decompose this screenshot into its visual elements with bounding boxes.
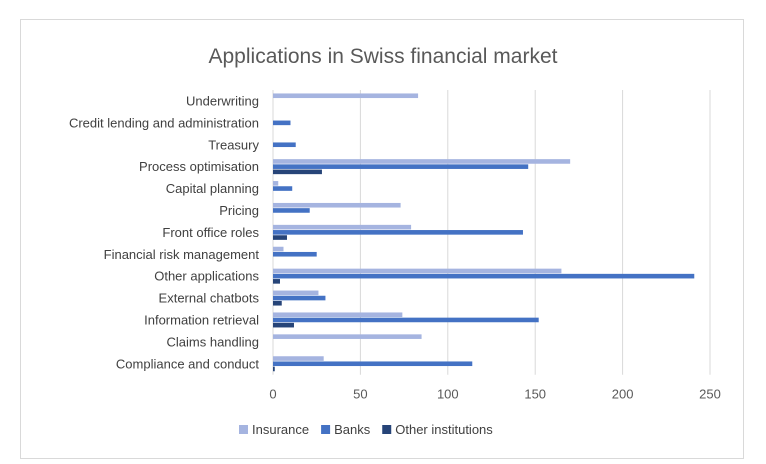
category-labels: Underwriting Credit lending and administr… bbox=[69, 93, 260, 371]
category-label: Information retrieval bbox=[144, 312, 259, 327]
x-tick-label: 150 bbox=[524, 387, 546, 402]
x-tick-label: 200 bbox=[612, 387, 634, 402]
bar-banks bbox=[273, 273, 695, 279]
bar-insurance bbox=[273, 93, 419, 99]
bar-banks bbox=[273, 230, 523, 235]
bar-insurance bbox=[273, 334, 422, 339]
bar-banks bbox=[273, 251, 317, 257]
category-label: Other applications bbox=[154, 269, 259, 284]
category-label: Capital planning bbox=[166, 181, 259, 196]
bar-insurance bbox=[273, 246, 284, 252]
category-label: Front office roles bbox=[162, 225, 259, 240]
bar-banks bbox=[273, 295, 326, 301]
bar-insurance bbox=[273, 224, 412, 230]
legend-item-label: Banks bbox=[334, 422, 371, 437]
legend-item-label: Insurance bbox=[252, 422, 309, 437]
category-label: Process optimisation bbox=[139, 159, 259, 174]
bar-other-institutions bbox=[273, 322, 294, 328]
bar-insurance bbox=[273, 356, 324, 361]
category-label: External chatbots bbox=[159, 291, 260, 306]
x-tick-label: 0 bbox=[269, 387, 276, 402]
bar-banks bbox=[273, 186, 293, 191]
category-label: Underwriting bbox=[186, 93, 259, 108]
category-label: Pricing bbox=[219, 203, 259, 218]
legend-swatch bbox=[382, 425, 392, 434]
bar-insurance bbox=[273, 181, 279, 186]
bar-insurance bbox=[273, 202, 401, 208]
category-label: Claims handling bbox=[167, 334, 260, 349]
bar-banks bbox=[273, 361, 473, 367]
bar-banks bbox=[273, 142, 296, 148]
chart-area: Applications in Swiss financial market U… bbox=[20, 19, 744, 459]
x-tick-labels: 0 50 100 150 200 250 bbox=[269, 387, 720, 402]
bar-other-institutions bbox=[273, 279, 280, 284]
category-label: Compliance and conduct bbox=[116, 356, 259, 371]
x-tick-label: 50 bbox=[353, 387, 367, 402]
bar-banks bbox=[273, 317, 539, 323]
bar-other-institutions bbox=[273, 366, 275, 372]
bar-banks bbox=[273, 208, 310, 213]
category-label: Treasury bbox=[208, 137, 259, 152]
bar-insurance bbox=[273, 159, 571, 164]
bar-other-institutions bbox=[273, 300, 282, 306]
bar-banks bbox=[273, 120, 291, 126]
bar-insurance bbox=[273, 312, 403, 318]
category-label: Financial risk management bbox=[104, 247, 260, 262]
x-tick-label: 250 bbox=[699, 387, 721, 402]
bar-chart: Applications in Swiss financial market U… bbox=[69, 45, 721, 437]
bar-insurance bbox=[273, 268, 562, 274]
bar-other-institutions bbox=[273, 169, 322, 175]
legend-swatch bbox=[239, 425, 248, 434]
bar-insurance bbox=[273, 290, 319, 296]
legend-item-label: Other institutions bbox=[395, 422, 493, 437]
chart-title: Applications in Swiss financial market bbox=[209, 45, 558, 68]
legend-swatch bbox=[321, 425, 331, 434]
bars bbox=[273, 93, 695, 372]
x-tick-label: 100 bbox=[437, 387, 459, 402]
legend: Insurance Banks Other institutions bbox=[239, 422, 493, 437]
bar-banks bbox=[273, 164, 529, 169]
category-label: Credit lending and administration bbox=[69, 115, 259, 130]
bar-other-institutions bbox=[273, 235, 287, 240]
